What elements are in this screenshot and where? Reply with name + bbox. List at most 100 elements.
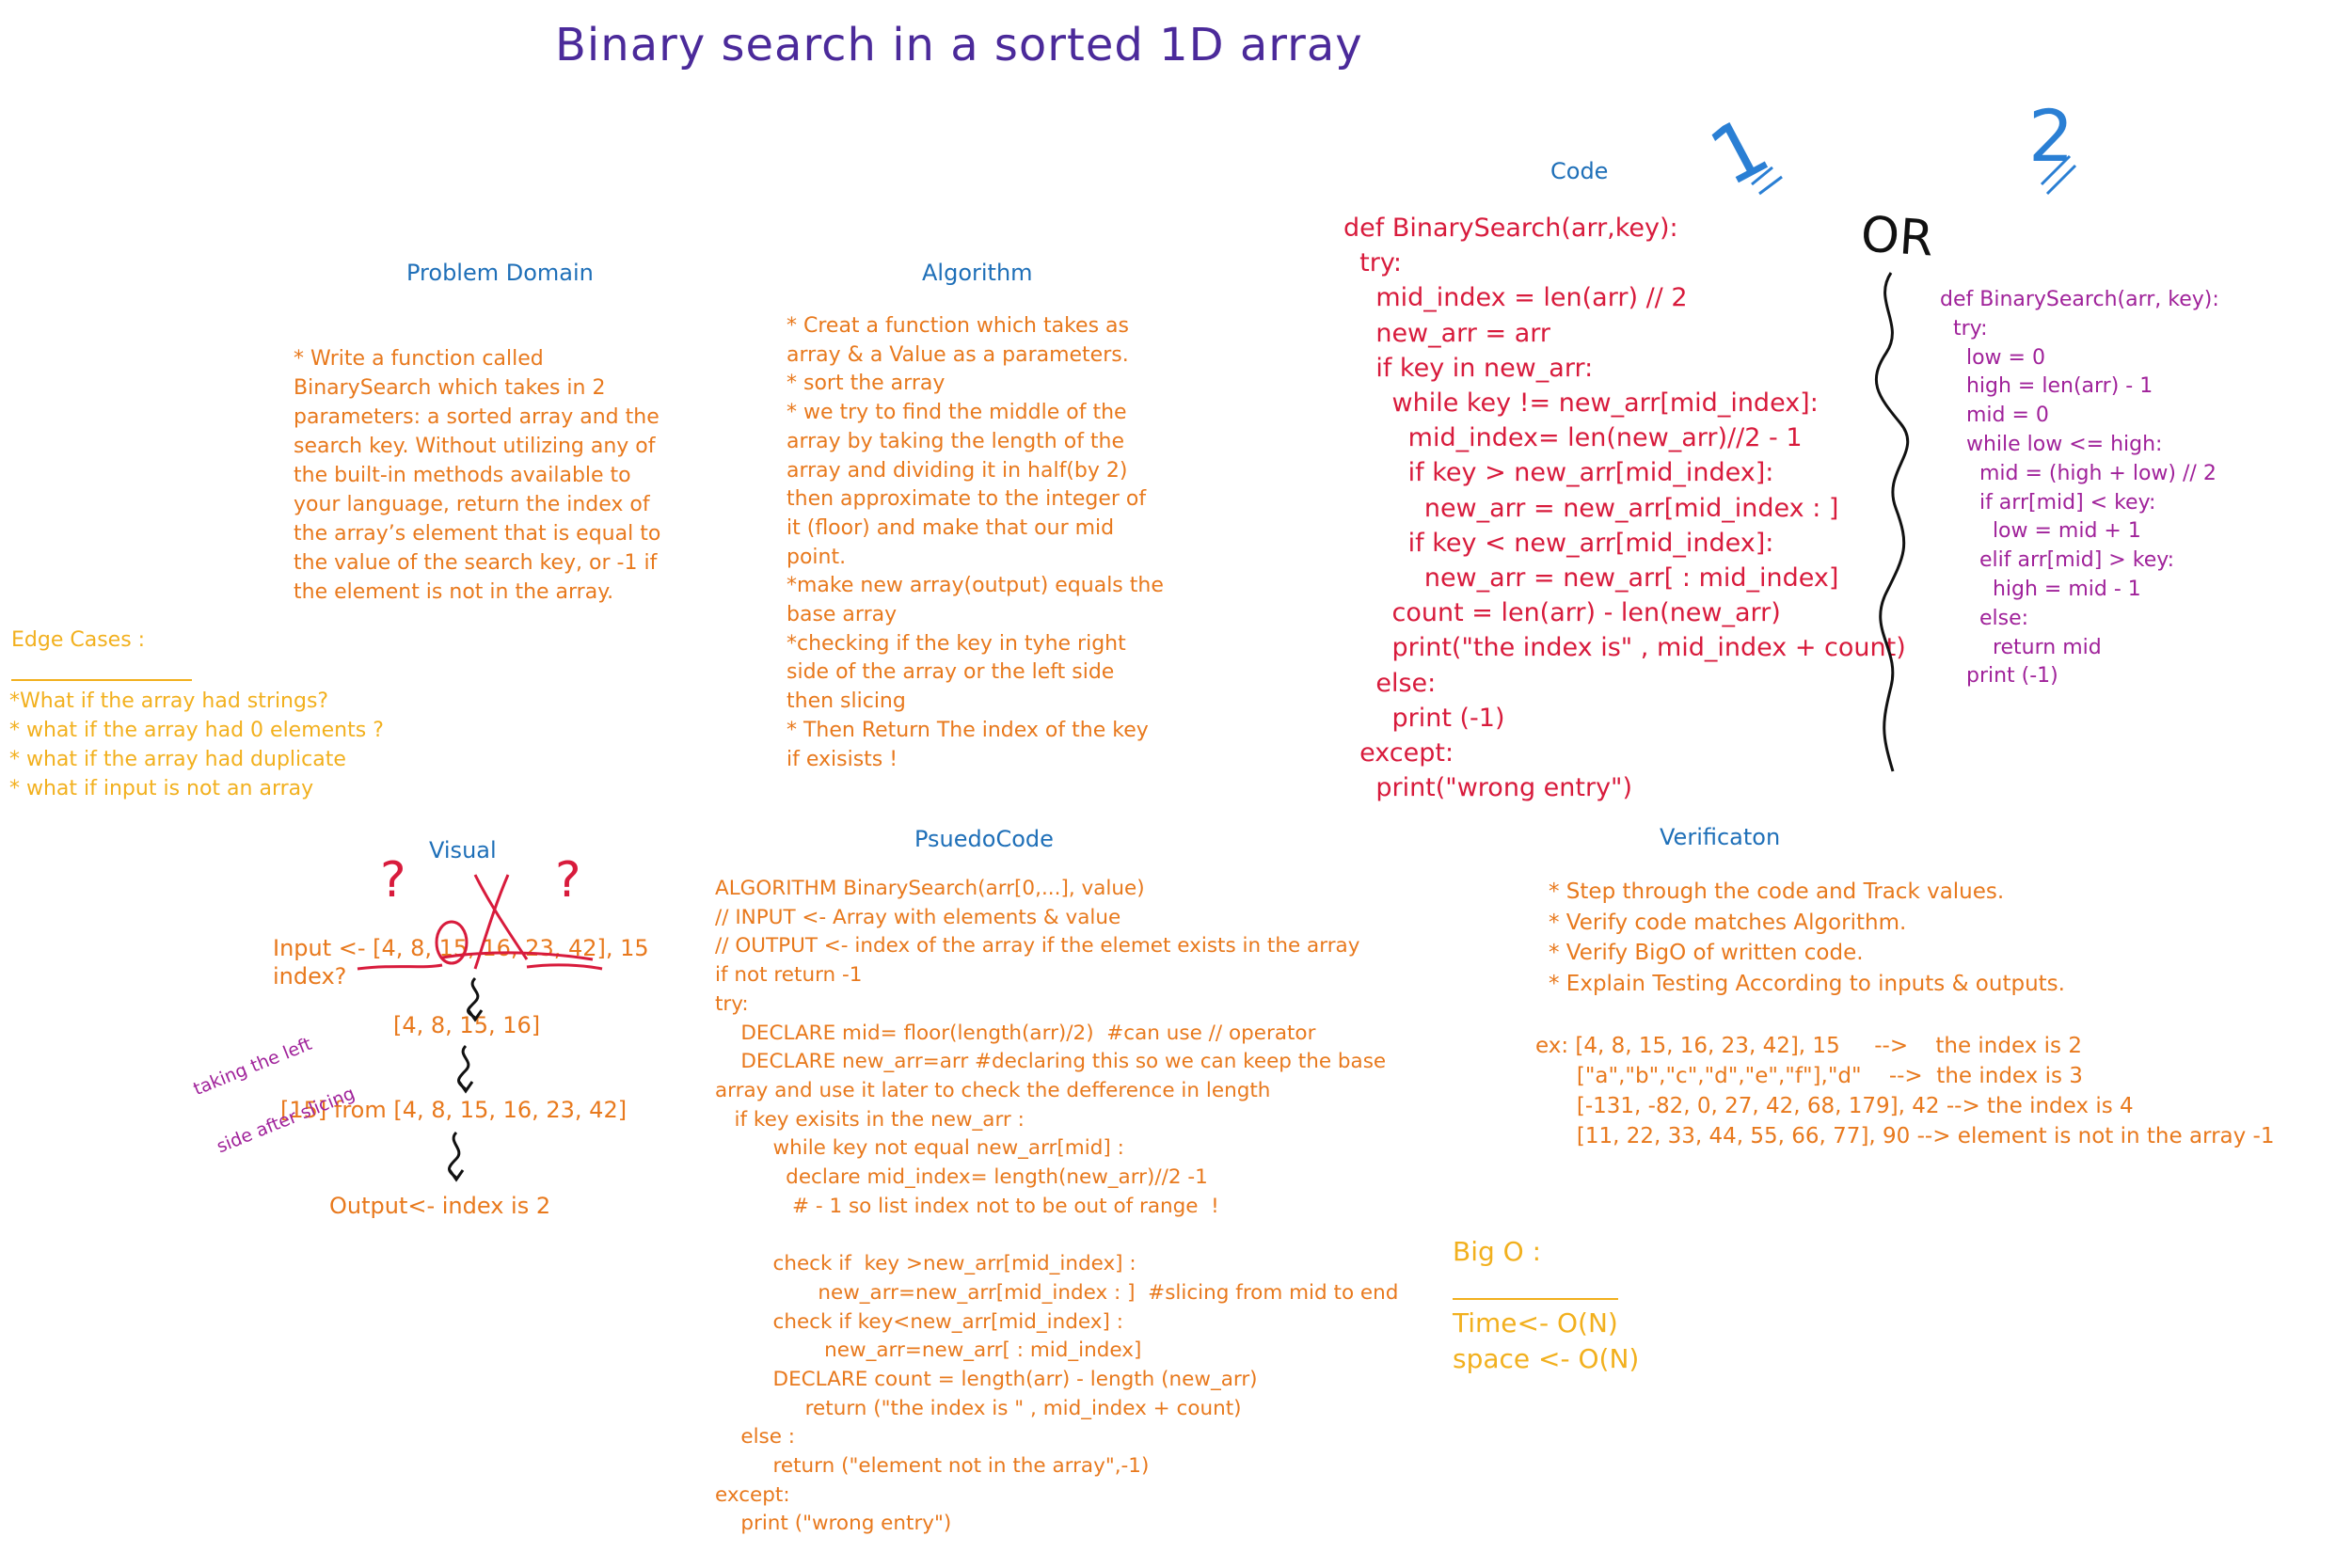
verification-item: * Verify code matches Algorithm. (1549, 910, 1907, 935)
pseudocode-line: try: (715, 991, 749, 1016)
algorithm-line: then slicing (787, 689, 906, 714)
visual-step-one: [4, 8, 15, 16] (393, 1012, 541, 1038)
code-line: mid_index= len(new_arr)//2 - 1 (1343, 423, 1803, 453)
pseudocode-line: declare mid_index= length(new_arr)//2 -1 (715, 1165, 1208, 1190)
problem-domain-line: parameters: a sorted array and the (294, 405, 660, 429)
algorithm-line: if exisists ! (787, 747, 898, 771)
algorithm-line: * sort the array (787, 372, 946, 396)
code-line: except: (1343, 738, 1454, 768)
algorithm-line: *make new array(output) equals the (787, 574, 1164, 598)
squiggle-arrow (457, 1044, 474, 1094)
problem-domain-line: the value of the search key, or -1 if (294, 551, 658, 575)
verification-item: * Step through the code and Track values… (1549, 879, 2005, 904)
alt-code-line: mid = 0 (1940, 404, 2049, 428)
question-mark-right: ? (555, 852, 581, 909)
alt-code-line: try: (1940, 316, 1988, 341)
cross-mark (441, 874, 594, 970)
edge-cases-list: *What if the array had strings? * what i… (9, 687, 384, 803)
squiggle-arrow (467, 976, 484, 1022)
alt-code-line: def BinarySearch(arr, key): (1940, 288, 2219, 311)
pseudocode-line: check if key >new_arr[mid_index] : (715, 1252, 1136, 1276)
algorithm-line: * Then Return The index of the key (787, 718, 1149, 742)
algorithm-line: point. (787, 545, 847, 569)
pseudocode-line: return ("the index is " , mid_index + co… (715, 1396, 1242, 1420)
problem-domain-line: * Write a function called (294, 347, 544, 371)
edge-case-item: * what if input is not an array (9, 777, 314, 800)
problem-domain-line: search key. Without utilizing any of (294, 435, 656, 458)
verification-list: * Step through the code and Track values… (1549, 877, 2065, 999)
problem-domain-line: the element is not in the array. (294, 580, 614, 604)
code-line: print("the index is" , mid_index + count… (1343, 633, 1906, 663)
big-o-heading: Big O : (1453, 1236, 1542, 1267)
problem-domain-line: your language, return the index of (294, 493, 650, 516)
alt-code-line: else: (1940, 606, 2029, 630)
alt-code-line: high = mid - 1 (1940, 577, 2141, 601)
code-line: while key != new_arr[mid_index]: (1343, 388, 1819, 419)
algorithm-line: * we try to find the middle of the (787, 401, 1127, 425)
wavy-divider (1874, 272, 1910, 772)
pseudocode-line: else : (715, 1425, 796, 1449)
alt-code-line: high = len(arr) - 1 (1940, 374, 2153, 399)
code-line: new_arr = arr (1343, 318, 1550, 348)
code-line: else: (1343, 668, 1437, 698)
algorithm-line: base array (787, 603, 898, 627)
edge-case-item: *What if the array had strings? (9, 689, 329, 713)
alt-code-line: print (-1) (1940, 664, 2058, 689)
algorithm-line: array & a Value as a parameters. (787, 342, 1129, 367)
pseudocode-line: // INPUT <- Array with elements & value (715, 905, 1121, 929)
algorithm-heading: Algorithm (922, 260, 1033, 286)
pseudocode-line: # - 1 so list index not to be out of ran… (715, 1194, 1219, 1218)
pseudocode-line: new_arr=new_arr[mid_index : ] #slicing f… (715, 1280, 1399, 1305)
big-o-space: space <- O(N) (1453, 1343, 1640, 1374)
verification-example: [11, 22, 33, 44, 55, 66, 77], 90 --> ele… (1535, 1124, 2275, 1148)
algorithm-line: array by taking the length of the (787, 429, 1125, 453)
verification-example: ["a","b","c","d","e","f"],"d" --> the in… (1535, 1064, 2083, 1088)
edge-case-item: * what if the array had 0 elements ? (9, 719, 384, 742)
verification-item: * Verify BigO of written code. (1549, 941, 1864, 965)
visual-heading: Visual (429, 837, 497, 863)
verification-heading: Verificaton (1660, 824, 1781, 850)
visual-output: Output<- index is 2 (329, 1193, 551, 1219)
algorithm-line: then approximate to the integer of (787, 487, 1147, 512)
pseudocode-line: if not return -1 (715, 963, 863, 988)
pseudocode-line: return ("element not in the array",-1) (715, 1454, 1150, 1479)
algorithm-line: array and dividing it in half(by 2) (787, 458, 1128, 483)
pseudocode-line: while key not equal new_arr[mid] : (715, 1136, 1124, 1161)
alt-code-line: low = mid + 1 (1940, 519, 2141, 544)
pseudocode-line: // OUTPUT <- index of the array if the e… (715, 934, 1360, 958)
equal-mark-one (1751, 166, 1783, 196)
code-line: mid_index = len(arr) // 2 (1343, 283, 1688, 313)
pseudocode-line: array and use it later to check the deff… (715, 1078, 1271, 1102)
big-o-time: Time<- O(N) (1453, 1307, 1618, 1338)
algorithm-line: * Creat a function which takes as (787, 314, 1129, 338)
problem-domain-text: * Write a function called BinarySearch w… (294, 344, 660, 607)
algorithm-line: *checking if the key in tyhe right (787, 631, 1126, 656)
code-line: if key < new_arr[mid_index]: (1343, 528, 1774, 558)
pseudocode-heading: PsuedoCode (914, 826, 1054, 852)
code-line: try: (1343, 248, 1402, 278)
alt-code-block: def BinarySearch(arr, key): try: low = 0… (1940, 286, 2219, 691)
pseudocode-line: DECLARE mid= floor(length(arr)/2) #can u… (715, 1021, 1316, 1045)
pseudocode-line: DECLARE new_arr=arr #declaring this so w… (715, 1050, 1387, 1074)
algorithm-line: it (floor) and make that our mid (787, 515, 1115, 540)
code-line: count = len(arr) - len(new_arr) (1343, 598, 1781, 628)
big-o-underline (1453, 1298, 1618, 1300)
alt-code-line: elif arr[mid] > key: (1940, 548, 2175, 573)
squiggle-arrow (448, 1131, 465, 1182)
algorithm-text: * Creat a function which takes as array … (787, 312, 1164, 774)
code-heading: Code (1550, 158, 1609, 184)
alt-code-line: low = 0 (1940, 345, 2045, 370)
page-title: Binary search in a sorted 1D array (555, 19, 1363, 71)
code-line: if key > new_arr[mid_index]: (1343, 458, 1774, 488)
code-line: print (-1) (1343, 703, 1505, 733)
circle-mark (435, 920, 469, 965)
pseudocode-line: new_arr=new_arr[ : mid_index] (715, 1338, 1142, 1363)
algorithm-line: side of the array or the left side (787, 660, 1115, 685)
code-line: print("wrong entry") (1343, 773, 1633, 803)
underline-mark (357, 963, 603, 971)
alt-code-line: mid = (high + low) // 2 (1940, 461, 2217, 485)
alt-code-line: if arr[mid] < key: (1940, 490, 2156, 515)
pseudocode-line: DECLARE count = length(arr) - length (ne… (715, 1367, 1258, 1391)
edge-case-item: * what if the array had duplicate (9, 748, 346, 771)
